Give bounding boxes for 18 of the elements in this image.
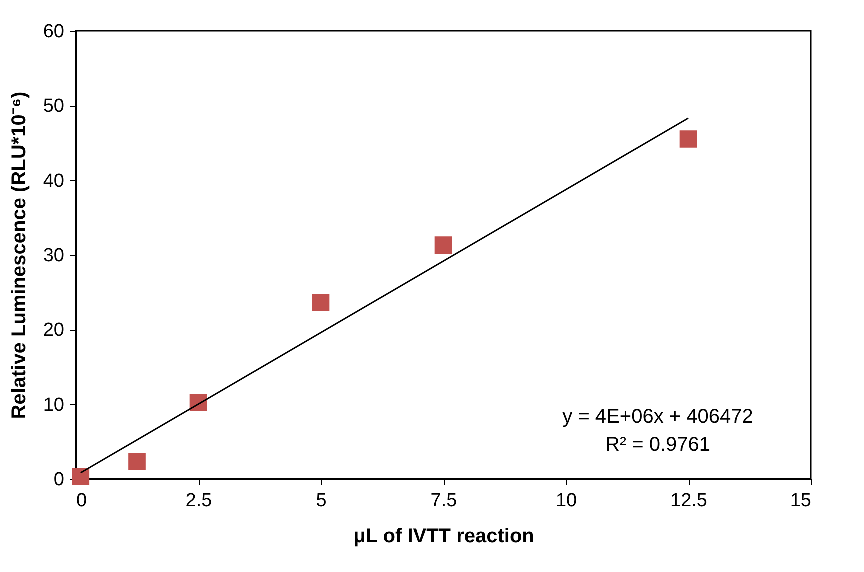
x-tick-label: 7.5 [430,490,458,512]
y-tick-label: 10 [43,394,64,416]
annotation: R² = 0.9761 [605,434,711,456]
y-tick-label: 30 [43,246,64,266]
annotation: y = 4E+06x + 406472 [562,406,754,428]
x-tick-label: 12.5 [670,490,708,512]
x-axis-title: μL of IVTT reaction [354,526,534,548]
x-tick-label: 0 [76,490,88,512]
x-tick-label: 15 [790,490,812,512]
y-tick-label: 0 [54,470,64,490]
y-axis-title: Relative Luminescence (RLU*10⁻⁶) [8,92,30,420]
y-tick-label: 40 [43,170,64,192]
x-tick-label: 5 [316,490,327,512]
x-tick-label: 2.5 [186,490,212,512]
y-tick-label: 20 [43,320,64,342]
y-tick-label: 60 [43,22,64,42]
x-tick-label: 10 [556,490,578,512]
y-tick-label: 50 [43,96,64,118]
